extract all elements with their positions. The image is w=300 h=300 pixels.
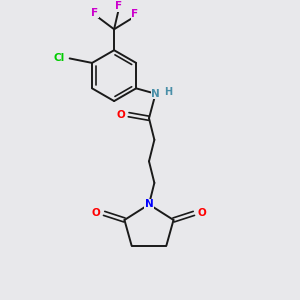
Text: F: F — [115, 1, 122, 11]
Text: Cl: Cl — [54, 53, 65, 63]
Text: O: O — [116, 110, 125, 120]
Text: N: N — [151, 89, 160, 99]
Text: F: F — [91, 8, 98, 18]
Text: F: F — [131, 9, 139, 19]
Text: O: O — [197, 208, 206, 218]
Text: O: O — [92, 208, 100, 218]
Text: N: N — [145, 200, 153, 209]
Text: H: H — [164, 87, 173, 97]
